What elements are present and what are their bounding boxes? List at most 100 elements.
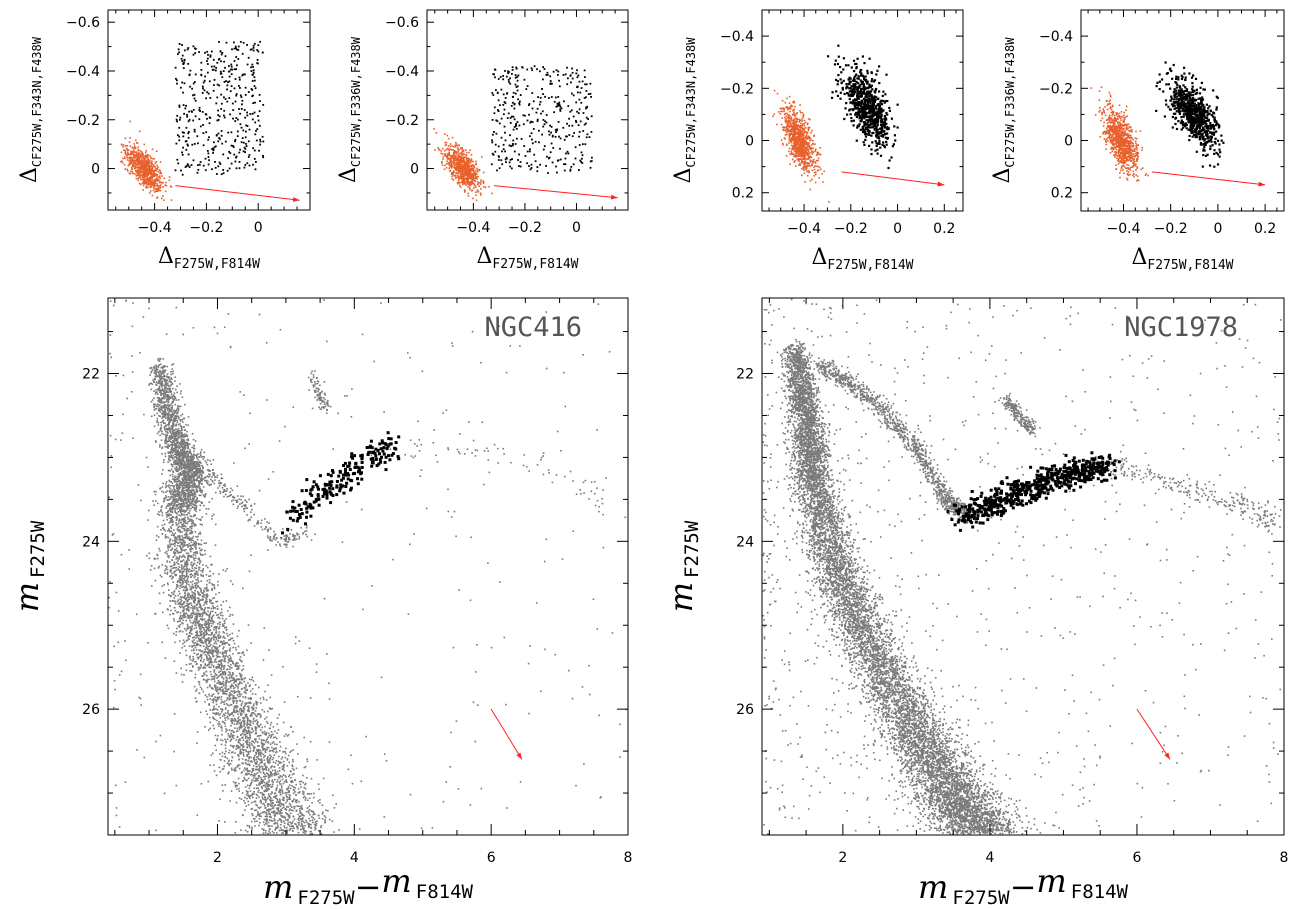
black-point [252,80,254,82]
black-point [207,58,209,60]
black-point [244,167,246,169]
black-point [252,147,254,149]
orange-point [150,190,152,192]
black-point [235,46,237,48]
orange-point [472,161,474,163]
orange-point [442,158,444,160]
black-point [193,45,195,47]
black-point [253,45,255,47]
black-point [259,144,261,146]
black-point [223,110,225,112]
y-axis-label: ΔCF275W,F343N,F438W [17,36,44,183]
black-point [252,119,254,121]
black-point [246,112,248,114]
black-point [183,113,185,115]
orange-point [137,169,139,171]
black-point [237,135,239,137]
black-point [195,115,197,117]
orange-point [152,170,154,172]
orange-point [165,182,167,184]
black-point [193,54,195,56]
orange-point [444,168,446,170]
black-point [216,62,218,64]
black-point [198,109,200,111]
orange-point [137,160,139,162]
black-point [227,85,229,87]
black-point [191,88,193,90]
orange-point [132,164,134,166]
orange-point [464,163,466,165]
orange-point [145,165,147,167]
orange-point [483,172,485,174]
black-point [233,42,235,44]
orange-point [157,171,159,173]
black-point [205,158,207,160]
orange-point [446,149,448,151]
orange-point [143,170,145,172]
orange-point [151,166,153,168]
black-point [203,144,205,146]
orange-point [150,172,152,174]
orange-point [161,198,163,200]
orange-point [442,148,444,150]
orange-point [153,190,155,192]
orange-point [126,157,128,159]
orange-point [160,190,162,192]
orange-point [473,180,475,182]
black-point [215,70,217,72]
orange-point [469,150,471,152]
orange-point [139,160,141,162]
orange-point [133,160,135,162]
orange-point [147,175,149,177]
orange-point [142,179,144,181]
orange-point [447,135,449,137]
orange-point [480,192,482,194]
black-point [206,118,208,120]
black-point [186,116,188,118]
black-point [233,146,235,148]
black-point [216,134,218,136]
chart-small-1: −0.4 −0.2 0−0.6−0.4−0.20ΔF275W,F814WΔCF275… [17,10,310,272]
black-point [255,87,257,89]
orange-point [153,164,155,166]
orange-point [121,152,123,154]
black-point [231,66,233,68]
black-point [194,94,196,96]
orange-point [153,166,155,168]
black-point [195,100,197,102]
black-point [179,117,181,119]
black-point [186,114,188,116]
black-point [229,81,231,83]
black-point [178,48,180,50]
orange-point [129,137,131,139]
chart-small-2: −0.4 −0.2 0−0.6−0.4−0.20ΔF275W,F814WΔCF275… [336,10,628,272]
black-point [204,90,206,92]
black-point [214,146,216,148]
black-point [229,76,231,78]
black-point [235,117,237,119]
black-point [253,47,255,49]
black-point [222,154,224,156]
black-point [214,79,216,81]
black-point [213,149,215,151]
orange-point [144,182,146,184]
black-point [259,94,261,96]
orange-point [154,180,156,182]
black-point [211,51,213,53]
black-point [207,72,209,74]
black-point [257,44,259,46]
orange-point [125,150,127,152]
black-point [227,170,229,172]
orange-point [135,171,137,173]
y-tick-label: −0.6 [66,15,100,31]
orange-point [149,177,151,179]
black-point [182,55,184,57]
orange-point [159,185,161,187]
black-point [223,172,225,174]
orange-point [147,155,149,157]
orange-point [457,148,459,150]
black-point [212,69,214,71]
orange-point [457,183,459,185]
black-point [197,172,199,174]
orange-point [130,145,132,147]
